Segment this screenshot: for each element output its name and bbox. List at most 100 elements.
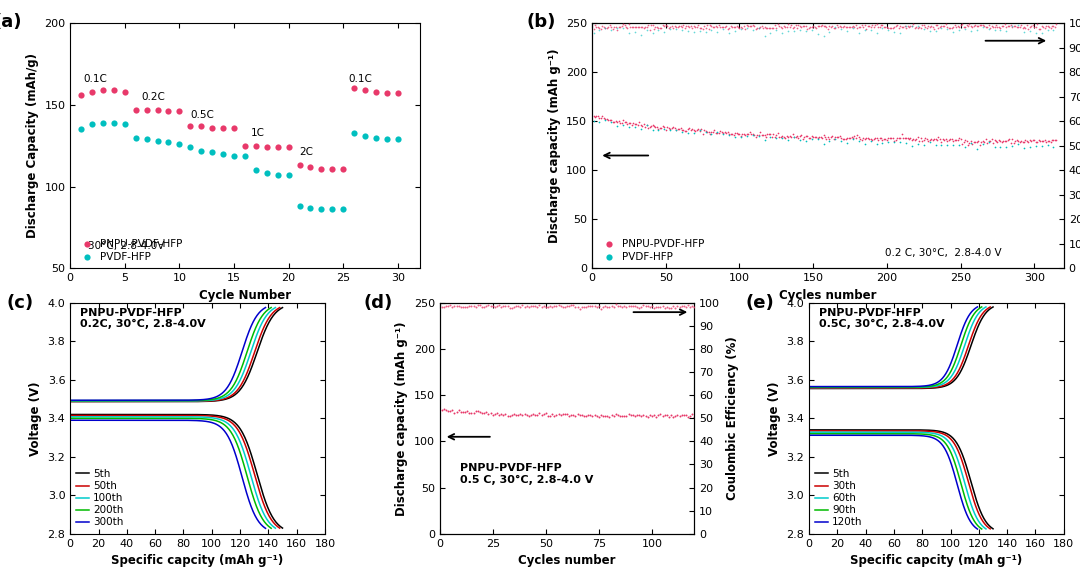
- Point: [346, 84, 363, 93]
- Point: [939, 24, 956, 33]
- Point: [691, 125, 708, 134]
- Point: [765, 23, 782, 32]
- Point: [584, 302, 602, 311]
- Point: [356, 132, 374, 141]
- Point: [771, 21, 788, 31]
- 200th: [65, 397, 78, 404]
- Point: [1008, 22, 1025, 31]
- Point: [600, 412, 618, 421]
- Line: 300th: 300th: [70, 308, 266, 400]
- Point: [848, 21, 865, 30]
- Point: [1043, 136, 1061, 145]
- Point: [838, 26, 855, 35]
- Point: [591, 114, 608, 123]
- Point: [523, 410, 540, 419]
- Point: [995, 136, 1012, 145]
- Point: [606, 118, 623, 127]
- Point: [631, 23, 648, 32]
- Point: [535, 302, 552, 311]
- Point: [689, 21, 706, 30]
- Point: [467, 407, 484, 416]
- Point: [607, 117, 624, 126]
- Point: [982, 23, 999, 32]
- Point: [922, 21, 940, 31]
- Point: [465, 409, 483, 418]
- Point: [580, 411, 597, 420]
- Point: [914, 21, 931, 30]
- Point: [1023, 22, 1040, 31]
- 200th: [184, 397, 197, 404]
- Point: [435, 302, 453, 312]
- X-axis label: Specific capcity (mAh g⁻¹): Specific capcity (mAh g⁻¹): [111, 554, 284, 567]
- Point: [699, 128, 716, 137]
- Point: [367, 133, 384, 142]
- 5th: [189, 398, 202, 405]
- Point: [750, 24, 767, 33]
- Point: [739, 21, 756, 30]
- Point: [622, 302, 639, 311]
- Line: 5th: 5th: [70, 308, 283, 402]
- 200th: [183, 397, 195, 404]
- Point: [927, 140, 944, 149]
- Point: [891, 134, 908, 143]
- Point: [1005, 138, 1023, 148]
- Point: [780, 27, 797, 36]
- Point: [793, 23, 810, 32]
- Point: [1015, 27, 1032, 36]
- Point: [1030, 136, 1048, 145]
- 300th: [228, 369, 241, 376]
- Point: [586, 302, 604, 311]
- Point: [656, 27, 673, 36]
- 50th: [273, 304, 286, 311]
- Line: 60th: 60th: [809, 307, 986, 388]
- Point: [777, 133, 794, 143]
- Point: [1044, 136, 1062, 145]
- 300th: [65, 397, 78, 404]
- Text: 0.2 C, 30°C,  2.8-4.0 V: 0.2 C, 30°C, 2.8-4.0 V: [885, 248, 1001, 258]
- Point: [856, 140, 874, 149]
- Point: [567, 411, 584, 421]
- Point: [915, 24, 932, 33]
- 120th: [945, 359, 958, 366]
- Point: [880, 24, 897, 33]
- Point: [881, 133, 899, 143]
- Point: [939, 136, 956, 145]
- Point: [673, 128, 690, 137]
- Point: [986, 135, 1003, 144]
- Point: [622, 411, 639, 420]
- Point: [505, 303, 523, 312]
- Point: [903, 21, 920, 31]
- Point: [591, 118, 608, 127]
- Point: [961, 138, 978, 148]
- Point: [512, 302, 529, 312]
- Point: [697, 128, 714, 137]
- Point: [105, 85, 122, 95]
- Point: [816, 132, 834, 141]
- Point: [893, 23, 910, 32]
- Point: [643, 21, 660, 30]
- Point: [518, 302, 536, 311]
- Point: [671, 21, 688, 31]
- Point: [740, 129, 757, 138]
- 30th: [802, 385, 815, 392]
- 50th: [65, 398, 78, 405]
- Point: [589, 411, 606, 421]
- Point: [769, 129, 786, 138]
- Point: [858, 133, 875, 142]
- Point: [1039, 22, 1056, 31]
- Point: [862, 25, 879, 34]
- 5th: [802, 385, 815, 392]
- Point: [605, 411, 622, 421]
- Point: [942, 134, 959, 144]
- Point: [636, 22, 653, 31]
- X-axis label: Specific capcity (mAh g⁻¹): Specific capcity (mAh g⁻¹): [850, 554, 1023, 567]
- Point: [768, 25, 785, 35]
- Point: [1003, 134, 1021, 143]
- Point: [954, 19, 971, 28]
- Point: [561, 302, 578, 311]
- Point: [585, 28, 603, 37]
- Point: [685, 125, 702, 134]
- Point: [545, 302, 563, 311]
- Point: [603, 25, 620, 34]
- Point: [958, 137, 975, 146]
